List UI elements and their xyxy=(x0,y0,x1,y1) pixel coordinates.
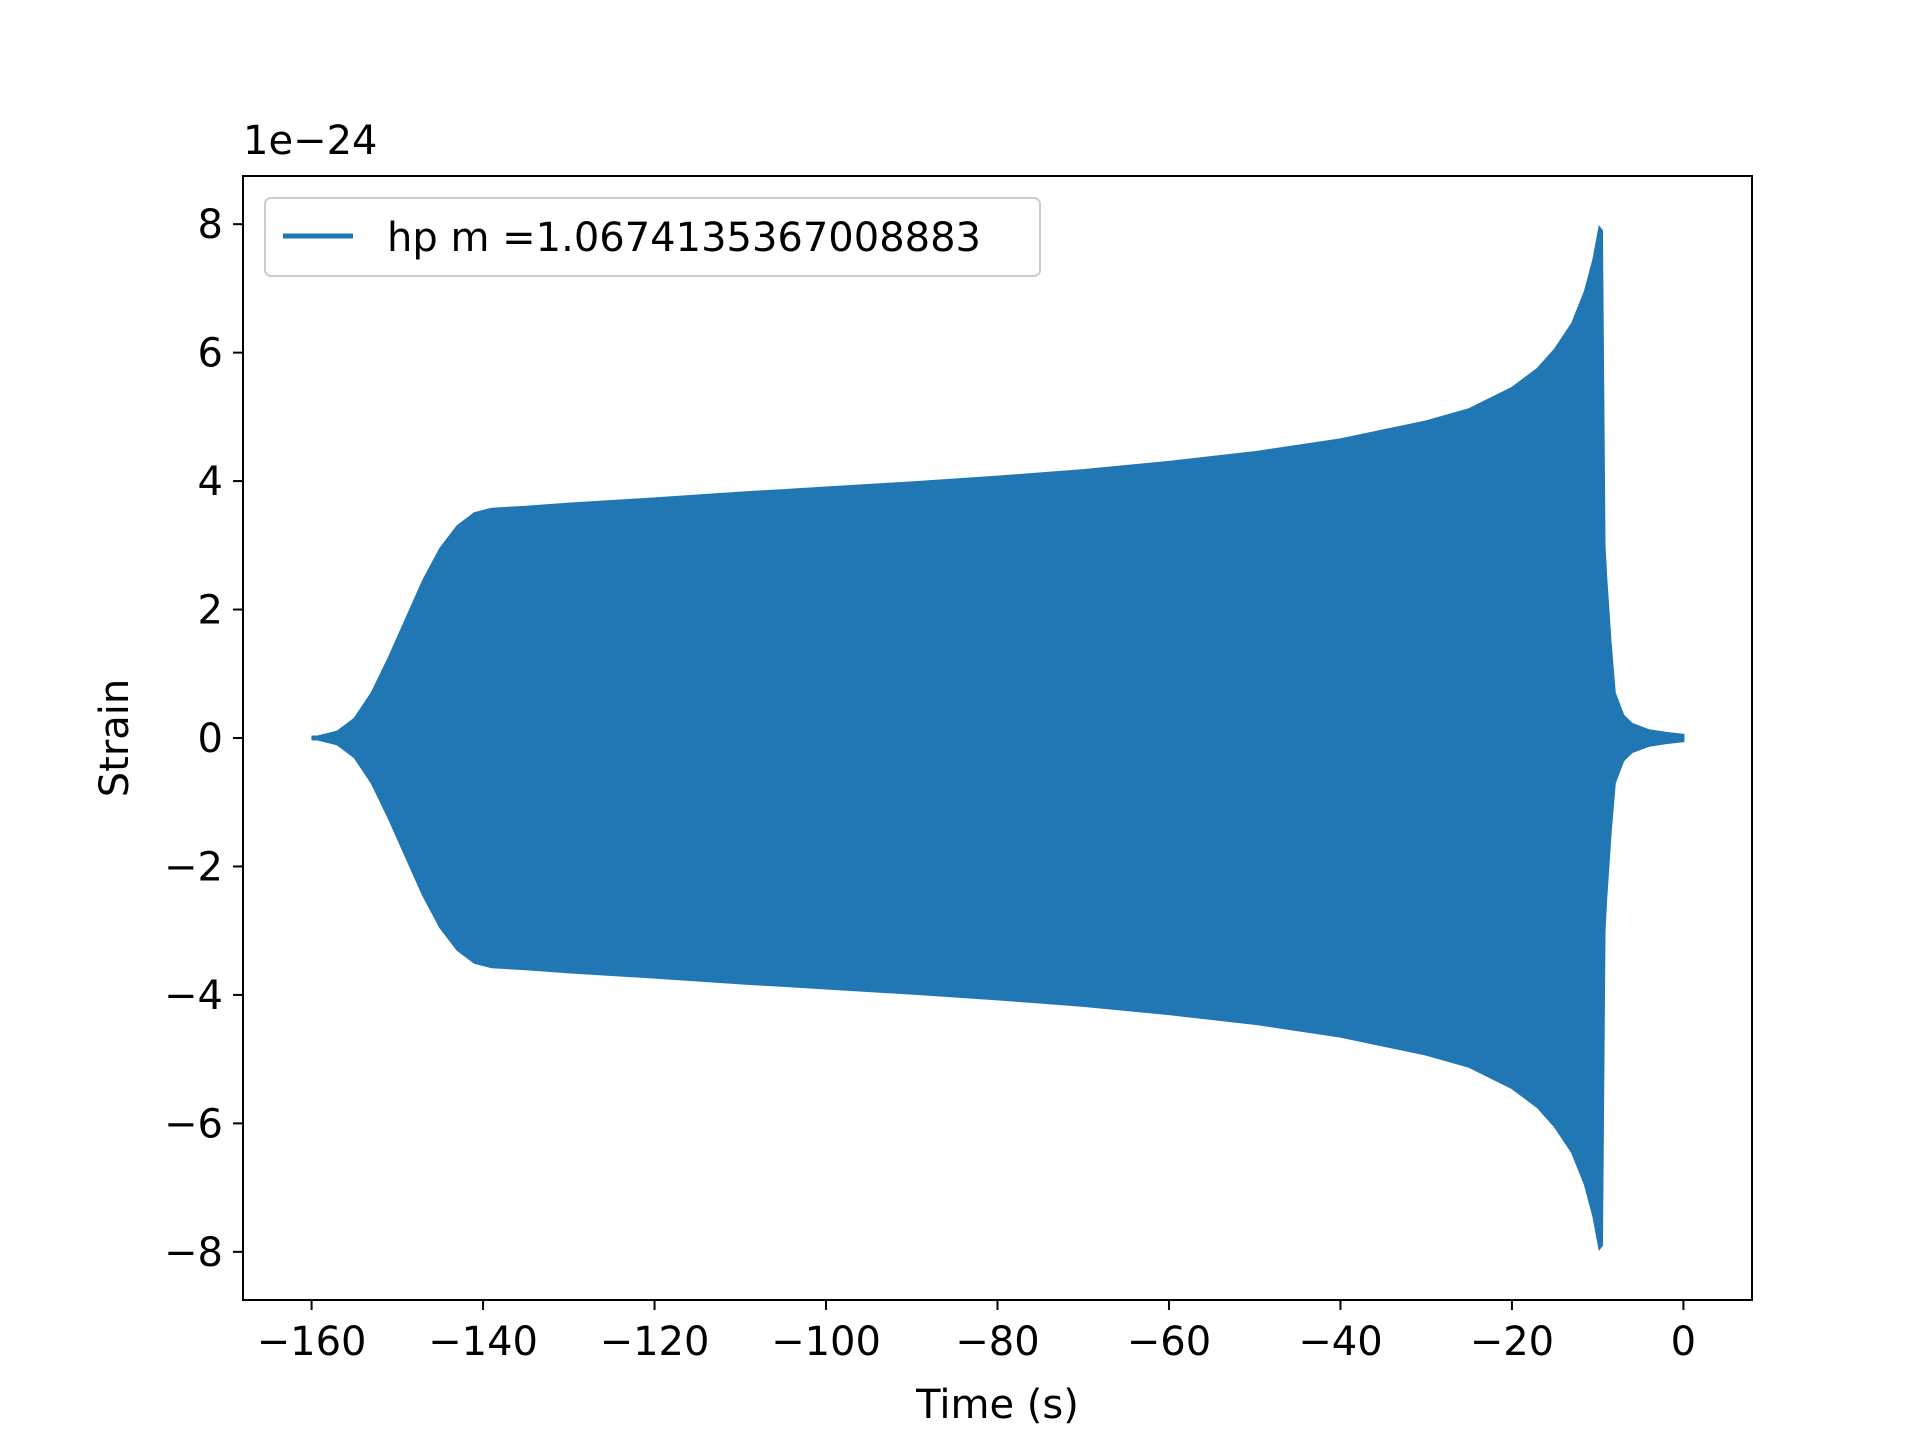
y-tick-label: 6 xyxy=(198,331,223,377)
y-tick-label: 4 xyxy=(198,459,223,505)
x-axis-label: Time (s) xyxy=(915,1382,1079,1428)
y-tick-label: 0 xyxy=(198,716,223,762)
y-axis-ticks: 8 6 4 2 0 −2 −4 −6 −8 xyxy=(164,202,243,1276)
y-tick-label: −8 xyxy=(164,1230,223,1276)
x-tick-label: −60 xyxy=(1127,1319,1211,1365)
x-tick-label: −120 xyxy=(600,1319,710,1365)
legend-box xyxy=(264,197,1041,277)
y-axis-multiplier: 1e−24 xyxy=(243,118,377,164)
y-axis-label: Strain xyxy=(92,679,138,798)
x-tick-label: −100 xyxy=(771,1319,881,1365)
x-tick-label: 0 xyxy=(1671,1319,1696,1365)
y-tick-label: −6 xyxy=(164,1101,223,1147)
x-tick-label: −160 xyxy=(257,1319,367,1365)
y-tick-label: 8 xyxy=(198,202,223,248)
legend: hp m =1.0674135367008883 xyxy=(264,197,1041,277)
y-tick-label: −2 xyxy=(164,844,223,890)
x-tick-label: −20 xyxy=(1470,1319,1554,1365)
x-tick-label: −140 xyxy=(428,1319,538,1365)
legend-label: hp m =1.0674135367008883 xyxy=(387,215,981,261)
y-tick-label: −4 xyxy=(164,973,223,1019)
y-tick-label: 2 xyxy=(198,588,223,634)
x-tick-label: −80 xyxy=(955,1319,1039,1365)
x-axis-ticks: −160 −140 −120 −100 −80 −60 −40 −20 0 xyxy=(257,1300,1696,1365)
x-tick-label: −40 xyxy=(1298,1319,1382,1365)
plot-area xyxy=(311,225,1685,1251)
